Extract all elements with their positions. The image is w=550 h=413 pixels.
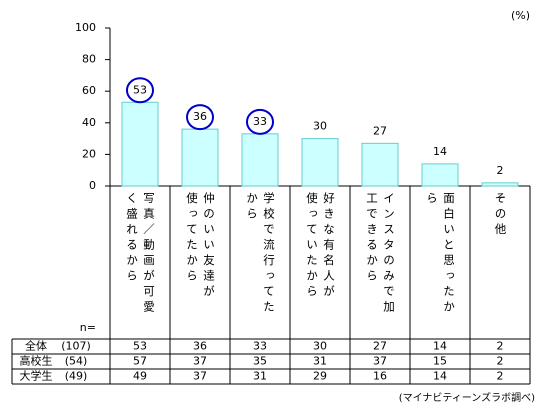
unit-label: (%)	[511, 9, 530, 22]
value-label: 30	[313, 120, 327, 133]
value-label: 36	[193, 110, 207, 123]
row-n: (54)	[65, 355, 88, 368]
table-cell: 37	[193, 370, 207, 383]
row-label: 全体	[25, 339, 47, 353]
y-tick-label: 20	[82, 147, 96, 160]
bar	[301, 138, 339, 187]
table-cell: 37	[193, 355, 207, 368]
row-n: (49)	[65, 370, 88, 383]
table-cell: 53	[133, 340, 147, 353]
y-tick-label: 60	[82, 84, 96, 97]
y-tick-label: 80	[82, 53, 96, 66]
bar	[421, 163, 459, 187]
y-tick-label: 100	[75, 21, 96, 34]
bar	[481, 182, 519, 187]
bar	[121, 101, 159, 187]
y-tick-label: 0	[89, 179, 96, 192]
value-label: 33	[253, 115, 267, 128]
table-cell: 36	[193, 340, 207, 353]
bar	[181, 128, 219, 187]
highlight-circle	[126, 77, 154, 104]
table-cell: 35	[253, 355, 267, 368]
table-cell: 2	[497, 355, 504, 368]
n-label: n=	[80, 321, 96, 334]
table-cell: 33	[253, 340, 267, 353]
bar	[361, 142, 399, 187]
table-cell: 31	[313, 355, 327, 368]
category-label: 学校で流行ってた から	[245, 192, 276, 316]
table-cell: 30	[313, 340, 327, 353]
category-label: 写真／動画が可愛 く盛れるから	[125, 192, 156, 316]
value-label: 27	[373, 124, 387, 137]
source: (マイナビティーンズラボ調べ)	[399, 391, 535, 404]
category-label: 面白いと思ったか ら	[425, 192, 456, 316]
table-cell: 2	[497, 340, 504, 353]
row-label: 大学生	[20, 369, 53, 383]
y-tick-label: 40	[82, 116, 96, 129]
table-cell: 49	[133, 370, 147, 383]
table-cell: 29	[313, 370, 327, 383]
table-cell: 31	[253, 370, 267, 383]
table-cell: 37	[373, 355, 387, 368]
row-n: (107)	[61, 340, 91, 353]
bar	[241, 133, 279, 187]
highlight-circle	[186, 104, 214, 131]
table-cell: 14	[433, 370, 447, 383]
table-cell: 2	[497, 370, 504, 383]
table-cell: 15	[433, 355, 447, 368]
table-cell: 14	[433, 340, 447, 353]
value-label: 53	[133, 83, 147, 96]
row-label: 高校生	[20, 354, 53, 368]
table-cell: 16	[373, 370, 387, 383]
category-label: インスタのみで加 工できるから	[365, 192, 396, 316]
table-cell: 27	[373, 340, 387, 353]
table-cell: 57	[133, 355, 147, 368]
value-label: 14	[433, 145, 447, 158]
highlight-circle	[246, 108, 274, 135]
value-label: 2	[497, 164, 504, 177]
category-label: その他	[493, 192, 508, 239]
category-label: 好きな有名人が 使っていたから	[305, 192, 336, 301]
category-label: 仲のいい友達が 使ってたから	[185, 192, 216, 301]
